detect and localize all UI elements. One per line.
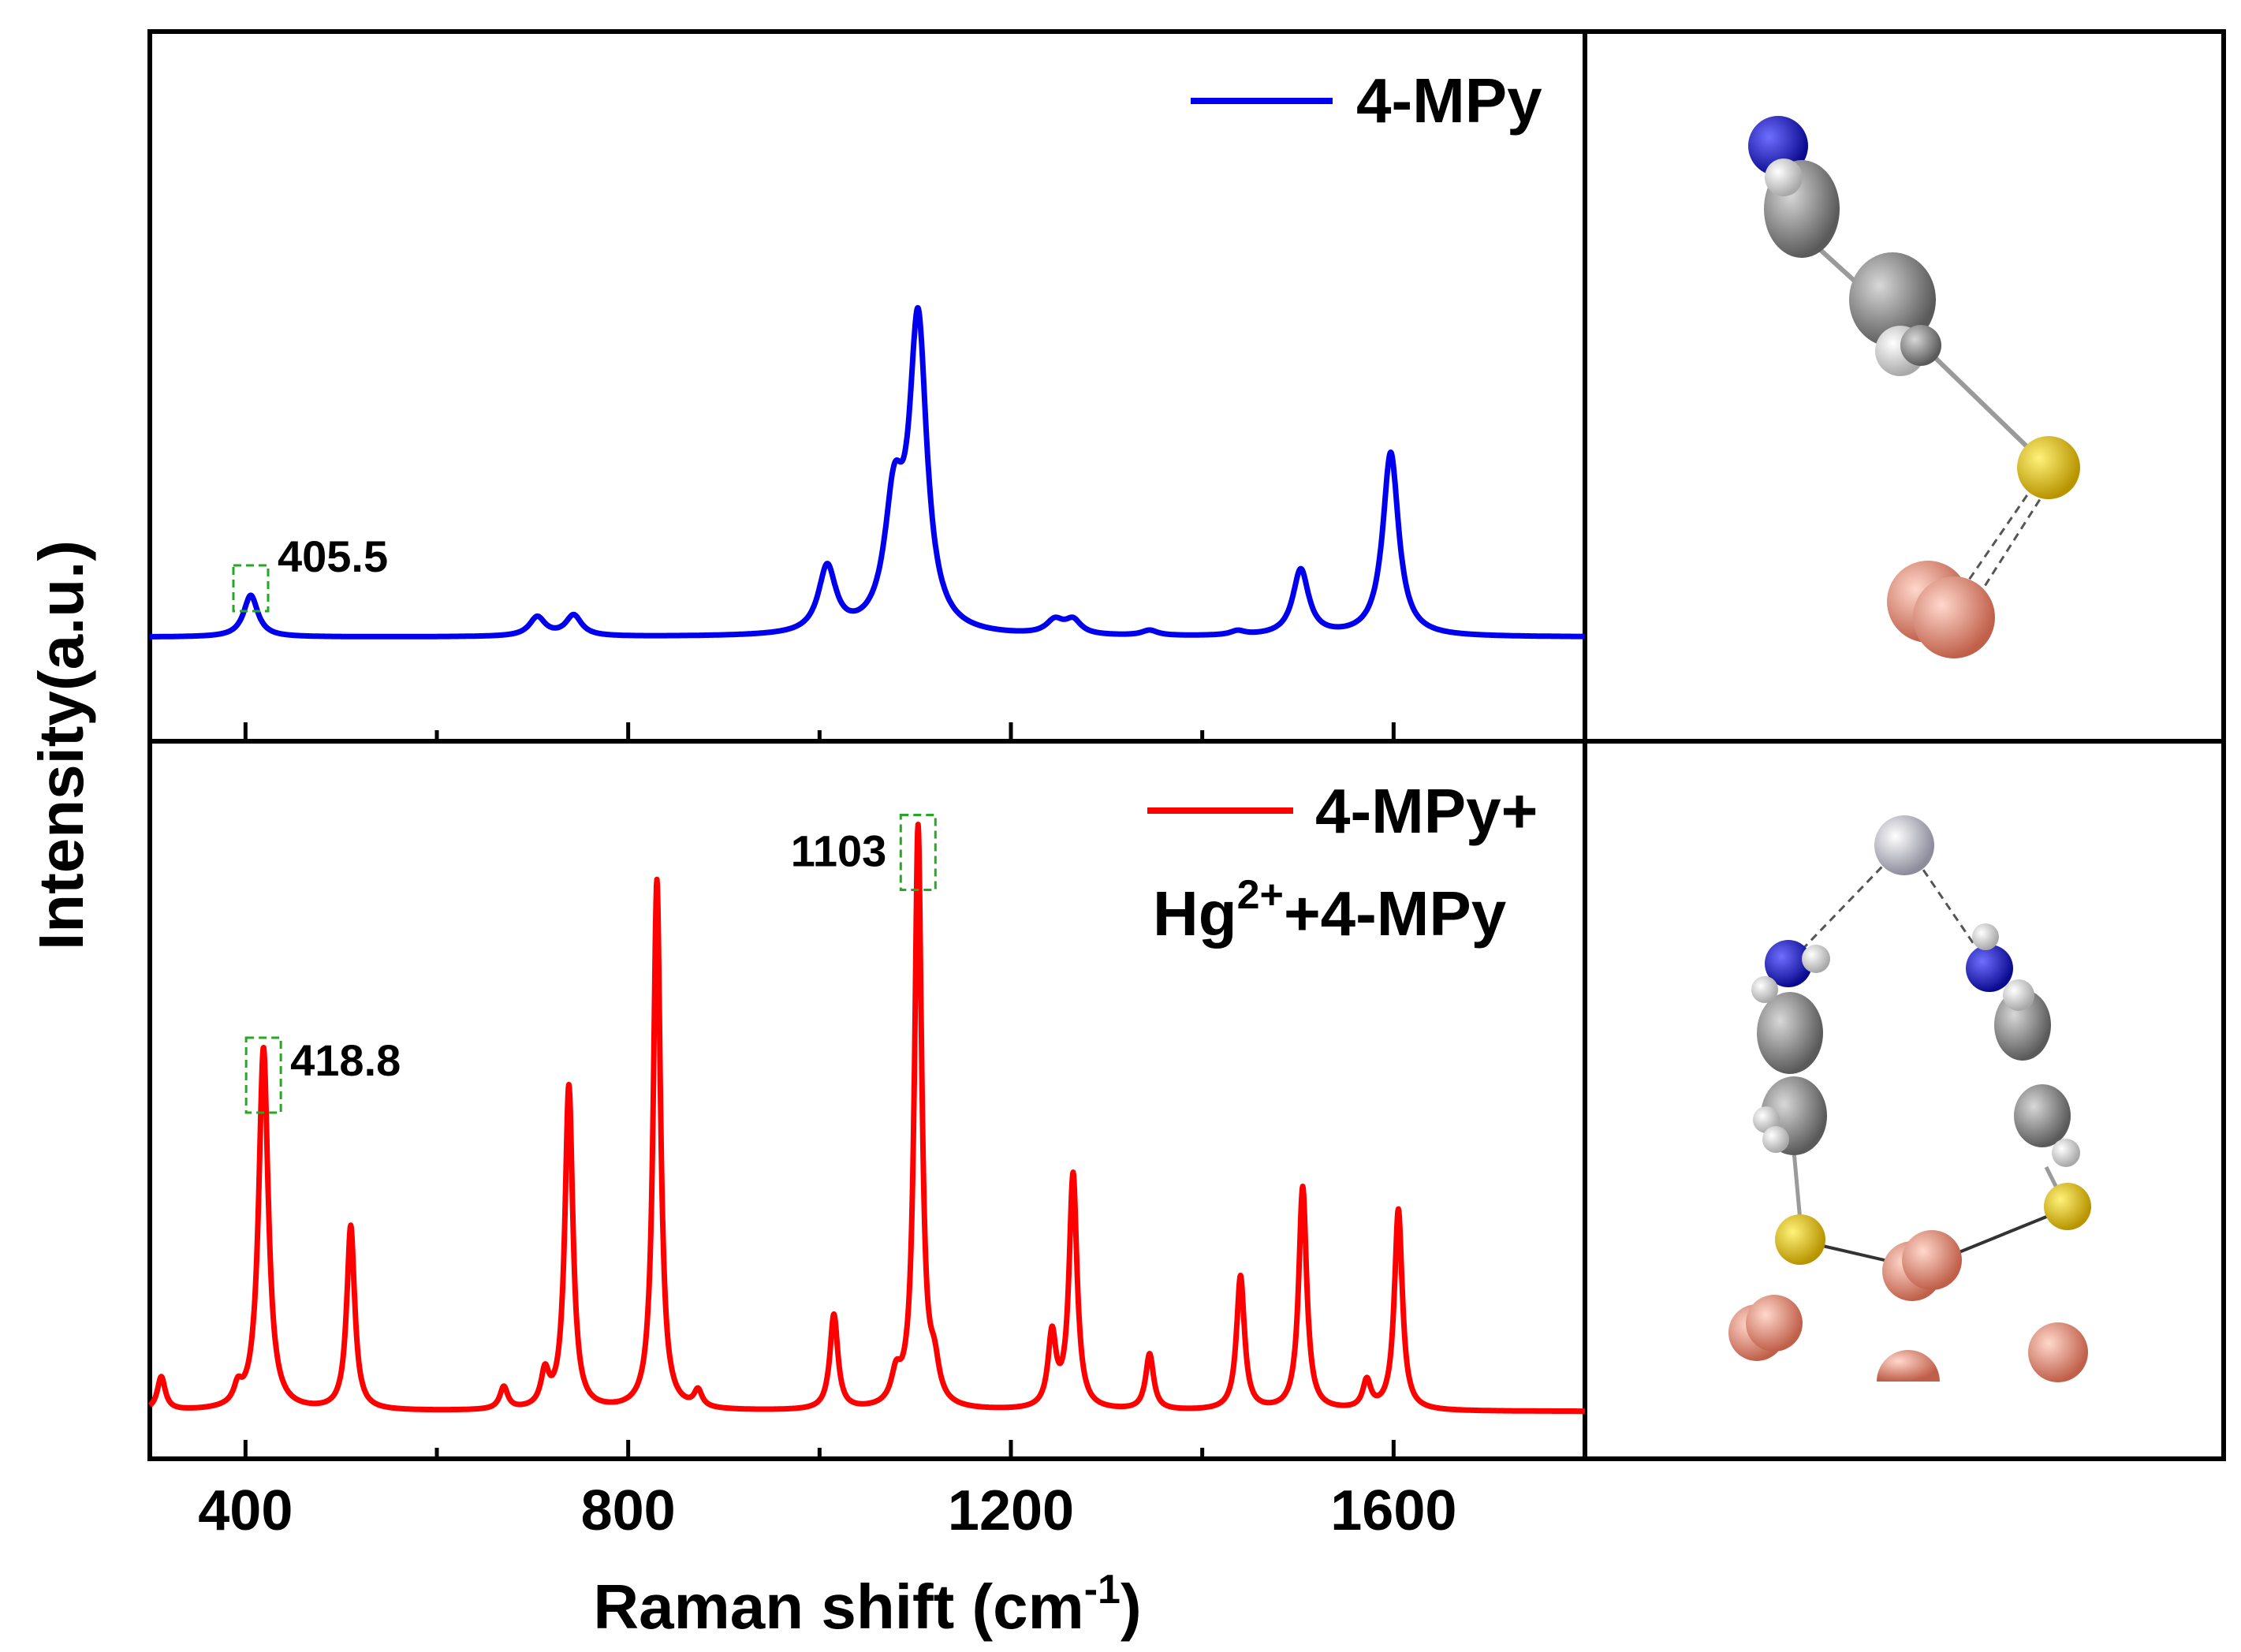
legend-hg: Hg (1153, 878, 1237, 949)
atom-cu-4 (1746, 1295, 1803, 1352)
atom-hg (1874, 815, 1934, 875)
atom-n-left (1765, 940, 1812, 987)
series-4-mpy-hg-line (147, 822, 1587, 1415)
atom-n-right (1966, 945, 2013, 992)
x-tick-label-1200: 1200 (948, 1479, 1074, 1542)
x-tick-label-1600: 1600 (1330, 1479, 1456, 1542)
annotation-label-418.8: 418.8 (290, 1035, 401, 1085)
atom-h-right-1 (2003, 979, 2034, 1011)
x-axis-title: Raman shift (cm-1) (593, 1567, 1141, 1642)
bond-hg-n-left (1792, 846, 1902, 960)
x-axis-title-close: ) (1120, 1572, 1142, 1642)
legend-bottom: 4-MPy+ Hg2++4-MPy (1147, 776, 1538, 949)
atom-h-left-n (1802, 945, 1830, 973)
x-tick-label-800: 800 (581, 1479, 676, 1542)
x-axis-tick-labels: 400 800 1200 1600 (198, 1479, 1456, 1542)
annotation-label-1103: 1103 (791, 826, 887, 875)
atom-s (2017, 436, 2080, 499)
x-tick-label-400: 400 (198, 1479, 293, 1542)
atom-h-1 (1765, 158, 1803, 196)
y-axis-title: Intensity(a.u.) (26, 540, 96, 950)
atom-cu-2 (1902, 1230, 1962, 1290)
x-axis-title-sup: -1 (1084, 1567, 1120, 1613)
atom-h-left-3 (1762, 1126, 1789, 1153)
legend-hg-rest: +4-MPy (1284, 878, 1507, 949)
legend-top: 4-MPy (1191, 65, 1542, 136)
annotation-box-405.5 (232, 564, 270, 613)
series-4-mpy-line (147, 304, 1587, 640)
annotation-box-418.8 (244, 1036, 282, 1114)
molecule-4-mpy-adsorbed (1748, 116, 2080, 658)
annotation-box-1103 (899, 813, 937, 891)
annotation-label-405.5: 405.5 (278, 531, 388, 581)
atom-s-right (2044, 1183, 2091, 1230)
molecule-panel-bottom-frame (1583, 739, 2226, 1461)
legend-label-4-mpy-hg-line1: 4-MPy+ (1315, 776, 1538, 846)
atom-h-left-1 (1751, 976, 1778, 1003)
bond-c-s (1922, 345, 2049, 468)
atom-c-right-1 (1994, 990, 2051, 1061)
atom-s-left (1775, 1214, 1825, 1265)
molecule-hg-complex (1728, 815, 2091, 1382)
legend-label-4-mpy: 4-MPy (1356, 65, 1542, 136)
atom-cu-6 (1877, 1350, 1940, 1382)
atom-h-right-2 (2052, 1139, 2080, 1167)
x-axis-title-main: Raman shift (cm (593, 1572, 1083, 1642)
peak-annotations: 405.5 418.8 1103 (232, 531, 937, 1114)
atom-n (1748, 116, 1808, 176)
legend-hg-charge: 2+ (1237, 872, 1284, 918)
atom-h-right-n (1972, 923, 1999, 950)
x-axis-ticks (243, 722, 1396, 1459)
atom-c-right-2 (2014, 1084, 2071, 1147)
atom-cu-2 (1913, 576, 1995, 658)
atom-cu-5 (2028, 1322, 2088, 1382)
atom-c-left-1 (1757, 992, 1823, 1074)
bond-s-cu-1 (1954, 472, 2044, 600)
legend-label-4-mpy-hg-line2: Hg2++4-MPy (1153, 872, 1507, 949)
bond-s-cu-2 (1970, 476, 2056, 608)
atom-c-2 (1849, 252, 1936, 347)
atom-c-3 (1900, 325, 1941, 366)
